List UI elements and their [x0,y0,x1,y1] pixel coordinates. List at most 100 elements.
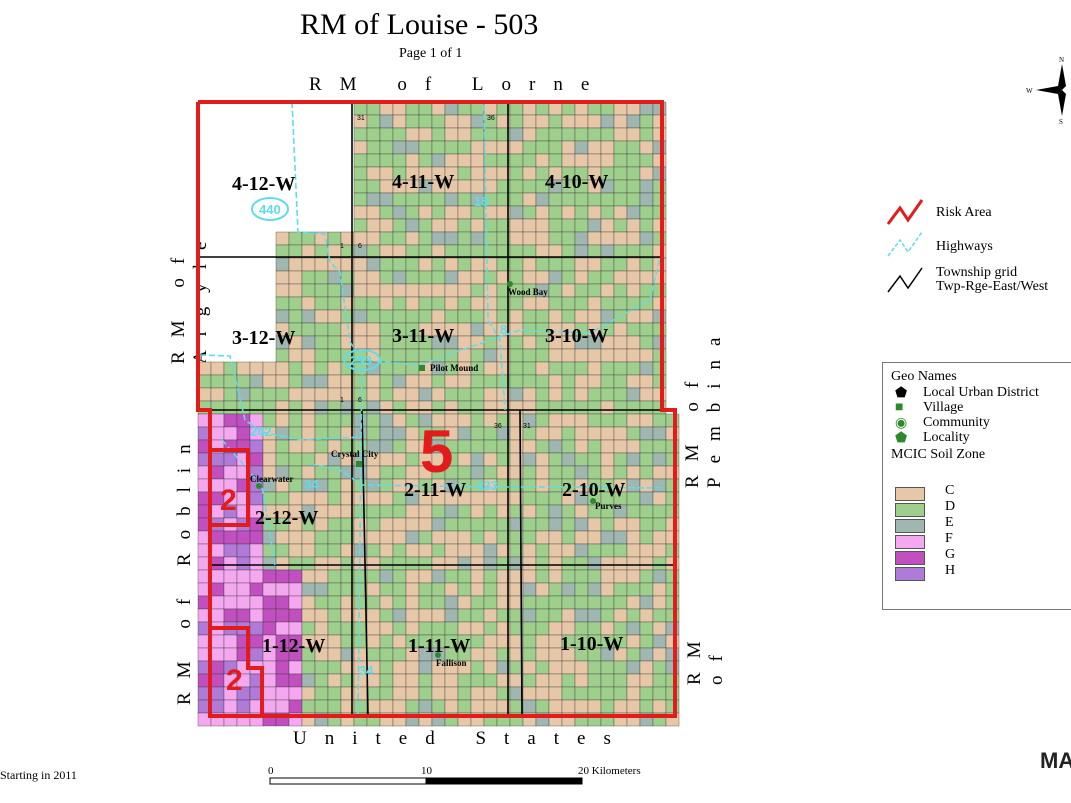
soil-cell [561,283,576,298]
soil-cell [652,543,667,558]
soil-cell [548,478,563,493]
soil-cell [275,257,290,272]
soil-cell [561,530,576,545]
soil-cell [366,569,381,584]
soil-cell [431,374,446,389]
soil-cell [665,673,680,688]
soil-cell [535,439,550,454]
soil-cell [353,374,368,389]
soil-cell [418,530,433,545]
soil-cell [327,634,342,649]
soil-cell [535,140,550,155]
soil-cell [600,114,615,129]
soil-cell [652,686,667,701]
soil-cell [366,374,381,389]
soil-cell [626,205,641,220]
soil-cell [366,322,381,337]
soil-cell [574,244,589,259]
soil-cell [275,608,290,623]
soil-cell [236,374,251,389]
soil-cell [470,608,485,623]
soil-cell [652,400,667,415]
soil-cell [327,491,342,506]
soil-cell [431,673,446,688]
soil-cell [509,140,524,155]
soil-cell [548,686,563,701]
agency-logo: MA [1040,748,1071,773]
soil-cell [639,478,654,493]
soil-cell [431,205,446,220]
soil-cell [639,127,654,142]
soil-cell [457,153,472,168]
soil-cell [327,660,342,675]
soil-cell [366,309,381,324]
soil-cell [457,504,472,519]
soil-cell [535,517,550,532]
soil-cell [392,543,407,558]
svg-text:6: 6 [358,243,362,250]
soil-cell [431,517,446,532]
soil-cell [613,166,628,181]
soil-cell [288,530,303,545]
soil-cell [639,309,654,324]
soil-cell [548,361,563,376]
soil-cell [418,504,433,519]
township-label: 2-11-W [404,479,466,501]
soil-cell [470,387,485,402]
soil-cell [470,595,485,610]
svg-text:31: 31 [357,115,365,122]
soil-cell [639,153,654,168]
soil-cell [379,205,394,220]
legend-township-sub: Twp-Rge-East/West [936,279,1048,294]
soil-cell [574,660,589,675]
soil-cell [574,296,589,311]
soil-cell [288,309,303,324]
soil-cell [301,244,316,259]
soil-cell [249,491,264,506]
soil-cell [626,231,641,246]
soil-cell [457,205,472,220]
soil-cell [522,569,537,584]
soil-cell [535,127,550,142]
soil-cell [262,361,277,376]
soil-cell [275,244,290,259]
soil-cell [665,517,680,532]
soil-cell [405,621,420,636]
soil-cell [457,231,472,246]
soil-cell [483,504,498,519]
soil-cell [600,400,615,415]
soil-cell [223,569,238,584]
soil-cell [548,153,563,168]
soil-cell [275,361,290,376]
soil-cell [639,218,654,233]
soil-cell [405,140,420,155]
soil-cell [210,543,225,558]
soil-cell [483,283,498,298]
soil-cell [665,569,680,584]
soil-cell [613,530,628,545]
soil-cell [548,218,563,233]
soil-cell [288,543,303,558]
soil-cell [301,595,316,610]
soil-cell [548,608,563,623]
soil-cell [418,387,433,402]
soil-cell [223,634,238,649]
township-label: 1-10-W [560,633,623,655]
soil-cell [587,270,602,285]
soil-cell [405,699,420,714]
place-label: Crystal City [331,449,379,459]
soil-cell [223,608,238,623]
soil-cell [366,621,381,636]
soil-cell [483,673,498,688]
soil-cell [509,244,524,259]
soil-swatch-g [895,551,925,565]
soil-cell [665,413,680,428]
soil-cell [301,270,316,285]
soil-cell [379,387,394,402]
soil-cell [470,543,485,558]
soil-cell [405,387,420,402]
soil-cell [587,205,602,220]
soil-cell [613,127,628,142]
soil-cell [236,556,251,571]
